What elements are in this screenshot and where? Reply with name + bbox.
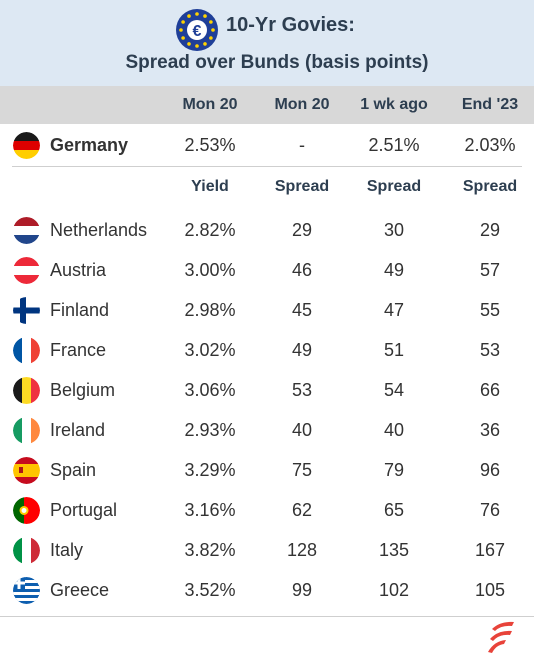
table-row: Ireland 2.93% 40 40 36 [0, 411, 534, 451]
spread-cell: 75 [291, 460, 313, 480]
column-header-1wk-ago: 1 wk ago [360, 96, 428, 113]
table-row: Portugal 3.16% 62 65 76 [0, 491, 534, 531]
spread-cell: 46 [291, 260, 313, 280]
end-23-cell: 57 [479, 260, 501, 280]
subheader-spread-end23: Spread [462, 178, 518, 195]
greece-flag-icon [13, 577, 40, 604]
column-header-mon20-yield: Mon 20 [182, 96, 238, 113]
belgium-flag-icon [13, 377, 40, 404]
benchmark-row: Germany 2.53% - 2.51% 2.03% [0, 126, 534, 166]
germany-flag-icon [13, 132, 40, 159]
week-ago-cell: 40 [383, 420, 405, 440]
yield-cell: 2.93% [184, 420, 236, 440]
week-ago-cell: 102 [378, 580, 410, 600]
country-label: Italy [50, 540, 84, 560]
yield-cell: 3.29% [184, 460, 236, 480]
yield-cell: 3.00% [184, 260, 236, 280]
table-row: Italy 3.82% 128 135 167 [0, 531, 534, 571]
spread-cell: - [299, 135, 305, 155]
yield-cell: 2.98% [184, 300, 236, 320]
spread-cell: 45 [291, 300, 313, 320]
spread-cell: 29 [291, 220, 313, 240]
week-ago-cell: 135 [378, 540, 410, 560]
spread-cell: 49 [291, 340, 313, 360]
table-row: Greece 3.52% 99 102 105 [0, 571, 534, 611]
yield-cell: 2.53% [184, 135, 236, 155]
country-label: Spain [50, 460, 97, 480]
table-row: Finland 2.98% 45 47 55 [0, 291, 534, 331]
table-row: Belgium 3.06% 53 54 66 [0, 371, 534, 411]
subheader-spread: Spread [274, 178, 330, 195]
table-row: Netherlands 2.82% 29 30 29 [0, 211, 534, 251]
week-ago-cell: 65 [383, 500, 405, 520]
yield-cell: 2.82% [184, 220, 236, 240]
end-23-cell: 53 [479, 340, 501, 360]
spread-cell: 40 [291, 420, 313, 440]
page-subtitle: Spread over Bunds (basis points) [125, 52, 429, 73]
column-header-bar: Mon 20 Mon 20 1 wk ago End '23 [0, 86, 534, 124]
end-23-cell: 55 [479, 300, 501, 320]
finland-flag-icon [13, 297, 40, 324]
title-banner: € 10-Yr Govies: Spread over Bunds (basis… [0, 0, 534, 86]
ireland-flag-icon [13, 417, 40, 444]
svg-text:€: € [193, 23, 202, 40]
country-label: Portugal [50, 500, 118, 520]
yield-cell: 3.02% [184, 340, 236, 360]
country-label: Austria [50, 260, 107, 280]
footer-divider [0, 616, 534, 617]
week-ago-cell: 79 [383, 460, 405, 480]
table-row: Austria 3.00% 46 49 57 [0, 251, 534, 291]
brand-logo-icon [488, 621, 514, 653]
column-header-mon20-spread: Mon 20 [274, 96, 330, 113]
subheader-yield: Yield [191, 178, 229, 195]
end-23-cell: 96 [479, 460, 501, 480]
column-header-end-23: End '23 [461, 96, 519, 113]
italy-flag-icon [13, 537, 40, 564]
page-title: 10-Yr Govies: [226, 14, 355, 36]
table-row: Spain 3.29% 75 79 96 [0, 451, 534, 491]
country-label: Belgium [50, 380, 116, 400]
week-ago-cell: 51 [383, 340, 405, 360]
netherlands-flag-icon [13, 217, 40, 244]
end-23-cell: 66 [479, 380, 501, 400]
subheader-spread-1wk: Spread [366, 178, 422, 195]
yield-cell: 3.82% [184, 540, 236, 560]
spread-cell: 99 [291, 580, 313, 600]
country-label: Germany [50, 135, 129, 155]
portugal-flag-icon [13, 497, 40, 524]
country-label: Greece [50, 580, 110, 600]
week-ago-cell: 2.51% [368, 135, 420, 155]
country-label: Ireland [50, 420, 106, 440]
week-ago-cell: 30 [383, 220, 405, 240]
yield-cell: 3.16% [184, 500, 236, 520]
week-ago-cell: 47 [383, 300, 405, 320]
euro-coin-icon: € [176, 9, 218, 51]
end-23-cell: 2.03% [464, 135, 516, 155]
table-row: France 3.02% 49 51 53 [0, 331, 534, 371]
end-23-cell: 36 [479, 420, 501, 440]
country-label: Netherlands [50, 220, 148, 240]
yield-cell: 3.06% [184, 380, 236, 400]
divider [12, 166, 522, 167]
country-label: Finland [50, 300, 110, 320]
end-23-cell: 76 [479, 500, 501, 520]
week-ago-cell: 54 [383, 380, 405, 400]
austria-flag-icon [13, 257, 40, 284]
week-ago-cell: 49 [383, 260, 405, 280]
spread-cell: 62 [291, 500, 313, 520]
end-23-cell: 105 [474, 580, 506, 600]
spain-flag-icon [13, 457, 40, 484]
spread-cell: 53 [291, 380, 313, 400]
spread-cell: 128 [286, 540, 318, 560]
france-flag-icon [13, 337, 40, 364]
yield-cell: 3.52% [184, 580, 236, 600]
end-23-cell: 167 [474, 540, 506, 560]
country-label: France [50, 340, 107, 360]
end-23-cell: 29 [479, 220, 501, 240]
